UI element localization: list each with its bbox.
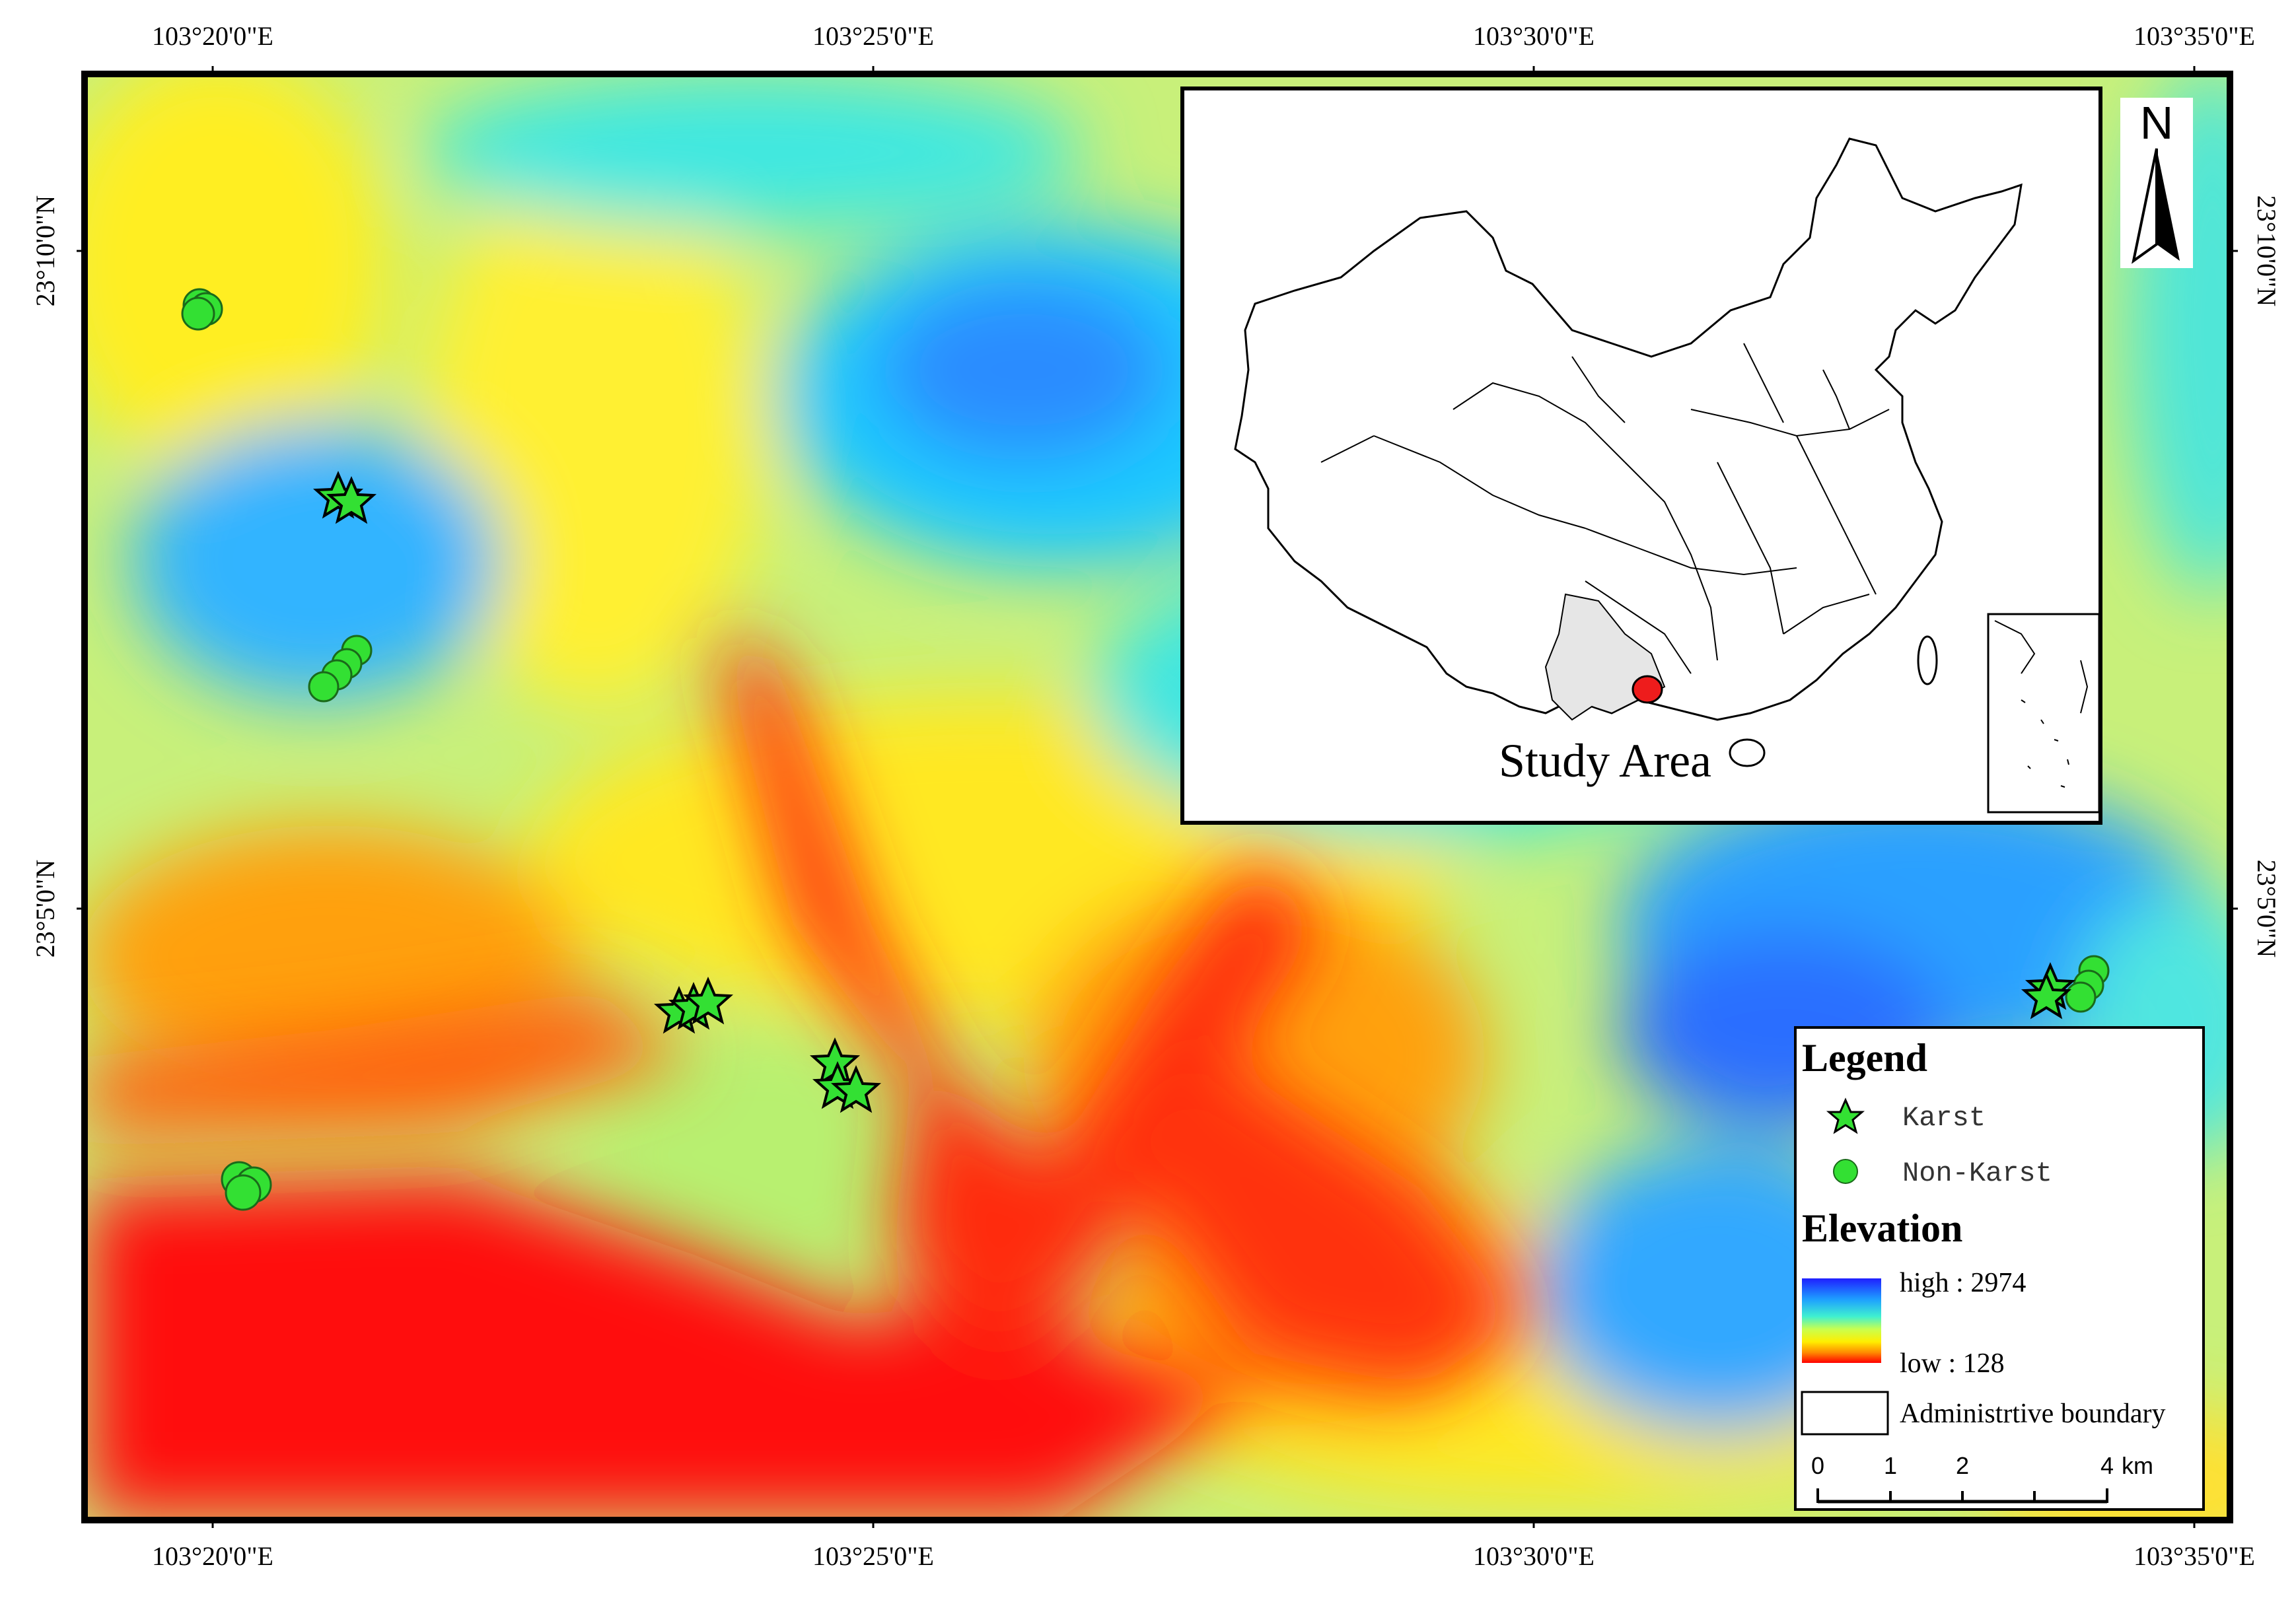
top-tick-label: 103°30'0"E <box>1473 21 1595 51</box>
boundary-legend-icon <box>1801 1391 1889 1436</box>
karst-star <box>682 976 734 1025</box>
north-label: N <box>2140 97 2174 149</box>
scale-tick-label: 2 <box>1956 1452 1969 1479</box>
scale-tick-label: 1 <box>1884 1452 1897 1479</box>
china-outline <box>1234 137 2023 721</box>
elevation-title: Elevation <box>1802 1206 1962 1250</box>
south-china-sea-islands <box>1994 620 2089 788</box>
right-tick-label: 23°10'0"N <box>2252 195 2281 306</box>
right-tick-label: 23°5'0"N <box>2252 860 2281 957</box>
karst-star <box>830 1064 882 1113</box>
karst-cluster[interactable] <box>653 976 734 1034</box>
legend-title: Legend <box>1802 1036 1927 1080</box>
nonkarst-cluster[interactable] <box>2065 955 2110 1013</box>
nonkarst-legend-icon <box>1833 1159 1858 1184</box>
bottom-tick-label: 103°30'0"E <box>1473 1541 1595 1571</box>
elevation-high-label: high : 2974 <box>1900 1268 2026 1298</box>
elevation-low-label: low : 128 <box>1900 1348 2005 1379</box>
legend-box: Legend Karst Non-Karst Elevation high : … <box>1794 1026 2205 1511</box>
left-tick-label: 23°5'0"N <box>30 860 60 957</box>
karst-points <box>312 470 2076 1113</box>
left-tick-label: 23°10'0"N <box>30 195 60 306</box>
bottom-tick-label: 103°20'0"E <box>152 1541 273 1571</box>
graticule-labels: 103°20'0"E 103°25'0"E 103°30'0"E 103°35'… <box>30 21 2281 1571</box>
karst-star <box>2021 971 2072 1020</box>
study-area-label: Study Area <box>1499 734 1711 787</box>
scale-unit-label: km <box>2122 1452 2153 1479</box>
nonkarst-legend-label: Non-Karst <box>1902 1158 2052 1189</box>
bottom-tick-label: 103°35'0"E <box>2134 1541 2255 1571</box>
scale-tick-label: 0 <box>1811 1452 1824 1479</box>
bottom-tick-label: 103°25'0"E <box>812 1541 934 1571</box>
nonkarst-cluster[interactable] <box>308 635 373 703</box>
karst-cluster[interactable] <box>2021 961 2076 1020</box>
karst-cluster[interactable] <box>809 1037 882 1113</box>
china-inset: Study Area <box>1180 87 2102 825</box>
nonkarst-cluster[interactable] <box>181 288 223 331</box>
nonkarst-cluster[interactable] <box>221 1161 272 1211</box>
study-area-marker[interactable] <box>1632 675 1663 704</box>
karst-legend-label: Karst <box>1902 1102 1986 1134</box>
north-arrow: N <box>2120 97 2193 268</box>
karst-star <box>326 475 377 524</box>
boundary-legend-label: Administrtive boundary <box>1900 1399 2165 1429</box>
elevation-color-ramp <box>1802 1278 1881 1363</box>
nonkarst-points <box>181 288 2110 1211</box>
top-tick-label: 103°35'0"E <box>2134 21 2255 51</box>
scale-tick-label: 4 <box>2100 1452 2114 1479</box>
map-frame <box>81 71 2233 1523</box>
top-tick-label: 103°25'0"E <box>812 21 934 51</box>
top-tick-label: 103°20'0"E <box>152 21 273 51</box>
karst-cluster[interactable] <box>312 470 377 524</box>
karst-legend-icon <box>1826 1097 1865 1134</box>
scale-bar: 0 1 2 4 km <box>1811 1452 2153 1504</box>
